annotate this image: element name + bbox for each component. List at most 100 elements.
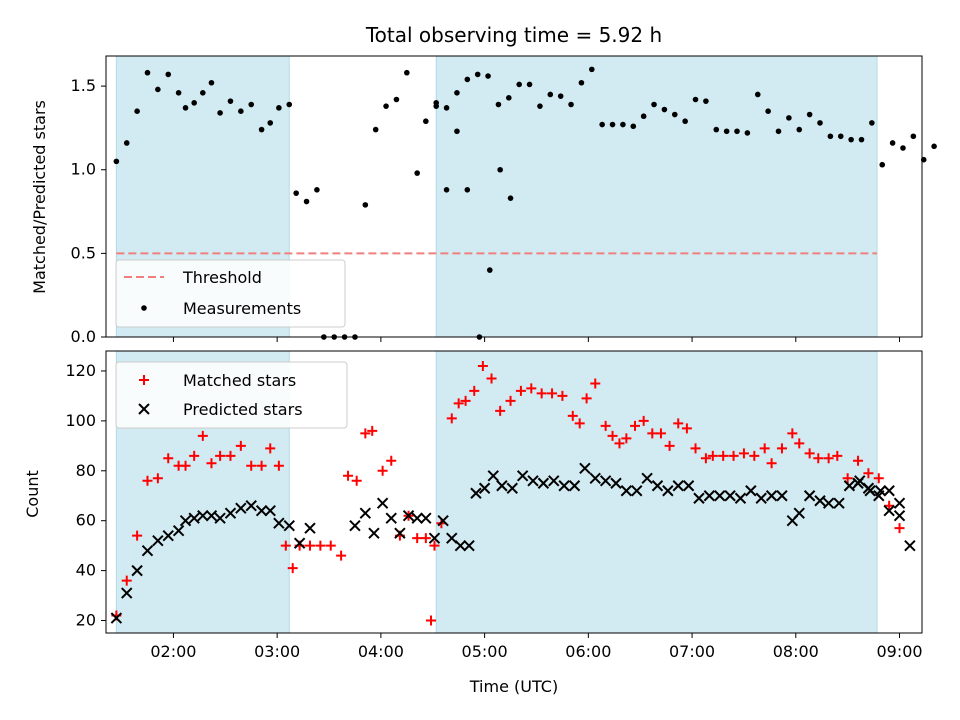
- measurement-point: [208, 79, 215, 86]
- x-tick-label: 03:00: [254, 642, 300, 661]
- predicted-star-point: [765, 490, 778, 502]
- x-tick-label: 05:00: [462, 642, 508, 661]
- matched-star-point: [343, 470, 354, 481]
- matched-star-point: [621, 433, 632, 444]
- predicted-star-point: [214, 512, 226, 524]
- predicted-star-point: [349, 519, 361, 532]
- measurement-point: [526, 81, 533, 88]
- matched-star-point: [863, 468, 874, 479]
- matched-star-point: [804, 448, 815, 459]
- predicted-star-point: [714, 490, 726, 502]
- matched-star-point: [664, 440, 675, 451]
- matched-star-point: [420, 533, 431, 544]
- predicted-star-point: [394, 527, 406, 539]
- measurement-point: [362, 202, 369, 208]
- matched-star-point: [287, 563, 298, 574]
- matched-star-point: [776, 443, 787, 454]
- matched-star-point: [536, 388, 547, 399]
- matched-star-point: [429, 540, 440, 551]
- matched-star-point: [280, 540, 291, 551]
- top-legend: Threshold Measurements: [115, 259, 346, 328]
- matched-star-point: [142, 475, 153, 486]
- bottom-axes: 20 40 60 80 100 120 02:00 03:00 04:00 05:00 06:00 0…: [65, 350, 923, 661]
- measurement-point: [314, 187, 320, 193]
- matched-star-point: [567, 410, 578, 421]
- measurement-point: [900, 145, 906, 151]
- measurement-point: [578, 79, 585, 86]
- predicted-star-point: [610, 477, 622, 489]
- matched-star-point: [336, 550, 347, 561]
- x-tick-label: 08:00: [773, 642, 819, 661]
- predicted-star-point: [197, 510, 209, 522]
- predicted-star-point: [883, 505, 895, 517]
- legend-threshold-label: Threshold: [182, 268, 262, 287]
- predicted-star-point: [793, 507, 805, 519]
- predicted-star-point: [255, 505, 268, 517]
- measurement-point: [671, 111, 678, 118]
- measurement-point: [703, 98, 709, 104]
- measurement-point: [723, 128, 730, 135]
- measurement-point: [474, 71, 481, 78]
- measurement-point: [393, 96, 400, 103]
- measurement-point: [796, 126, 803, 133]
- predicted-star-point: [682, 480, 695, 492]
- measurement-point: [827, 133, 834, 140]
- top-panel: 0.0 0.5 1.0 1.5 Matched/Predicted stars Thr…: [30, 55, 937, 346]
- predicted-star-point: [224, 507, 237, 519]
- matched-star-point: [351, 475, 362, 486]
- matched-star-point: [197, 430, 208, 441]
- matched-star-point: [690, 443, 701, 454]
- predicted-star-point: [188, 512, 200, 524]
- matched-star-point: [526, 383, 537, 394]
- x-axis-label: Time (UTC): [469, 677, 558, 696]
- matched-star-point: [256, 460, 267, 471]
- measurement-point: [217, 110, 223, 116]
- predicted-star-point: [428, 532, 441, 544]
- predicted-star-point: [368, 527, 380, 539]
- matched-star-point: [884, 500, 895, 511]
- bottom-y-axis-label: Count: [23, 470, 42, 518]
- matched-star-point: [132, 530, 143, 541]
- matched-star-point: [647, 428, 658, 439]
- predicted-star-point: [803, 490, 816, 502]
- measurement-point: [651, 101, 657, 108]
- measurement-point: [293, 190, 299, 196]
- measurement-point: [609, 121, 616, 128]
- predicted-star-point: [745, 485, 757, 497]
- predicted-star-point: [454, 539, 467, 552]
- predicted-star-point: [131, 564, 143, 577]
- measurement-point: [464, 76, 471, 83]
- predicted-star-point: [904, 539, 916, 552]
- predicted-star-point: [862, 482, 875, 494]
- measurement-point: [454, 128, 460, 135]
- matched-star-point: [367, 425, 378, 436]
- legend-matched-swatch: [139, 375, 149, 385]
- predicted-star-point: [420, 512, 432, 524]
- measurement-point: [661, 106, 668, 113]
- measurement-point: [486, 267, 493, 273]
- measurement-point: [495, 101, 502, 108]
- measurement-point: [734, 128, 740, 135]
- predicted-star-point: [359, 507, 372, 519]
- predicted-star-point: [814, 495, 826, 507]
- y-tick-label: 1.0: [71, 160, 96, 179]
- measurement-point: [713, 126, 720, 133]
- y-tick-label: 40: [76, 561, 96, 580]
- matched-star-point: [246, 460, 257, 471]
- measurement-point: [286, 101, 293, 108]
- measurement-point: [744, 130, 751, 136]
- matched-star-point: [453, 398, 464, 409]
- measurement-point: [248, 101, 255, 108]
- matched-star-point: [728, 450, 739, 461]
- legend-measurement-label: Measurements: [183, 299, 301, 318]
- top-axes: 0.0 0.5 1.0 1.5: [71, 55, 923, 346]
- matched-star-point: [486, 373, 497, 384]
- measurement-point: [931, 143, 937, 150]
- measurement-point: [640, 113, 647, 120]
- measurement-point: [889, 140, 896, 146]
- predicted-star-point: [852, 477, 864, 489]
- matched-star-point: [681, 423, 692, 434]
- predicted-star-point: [304, 522, 316, 534]
- predicted-star-point: [599, 475, 612, 487]
- y-tick-label: 60: [76, 511, 96, 530]
